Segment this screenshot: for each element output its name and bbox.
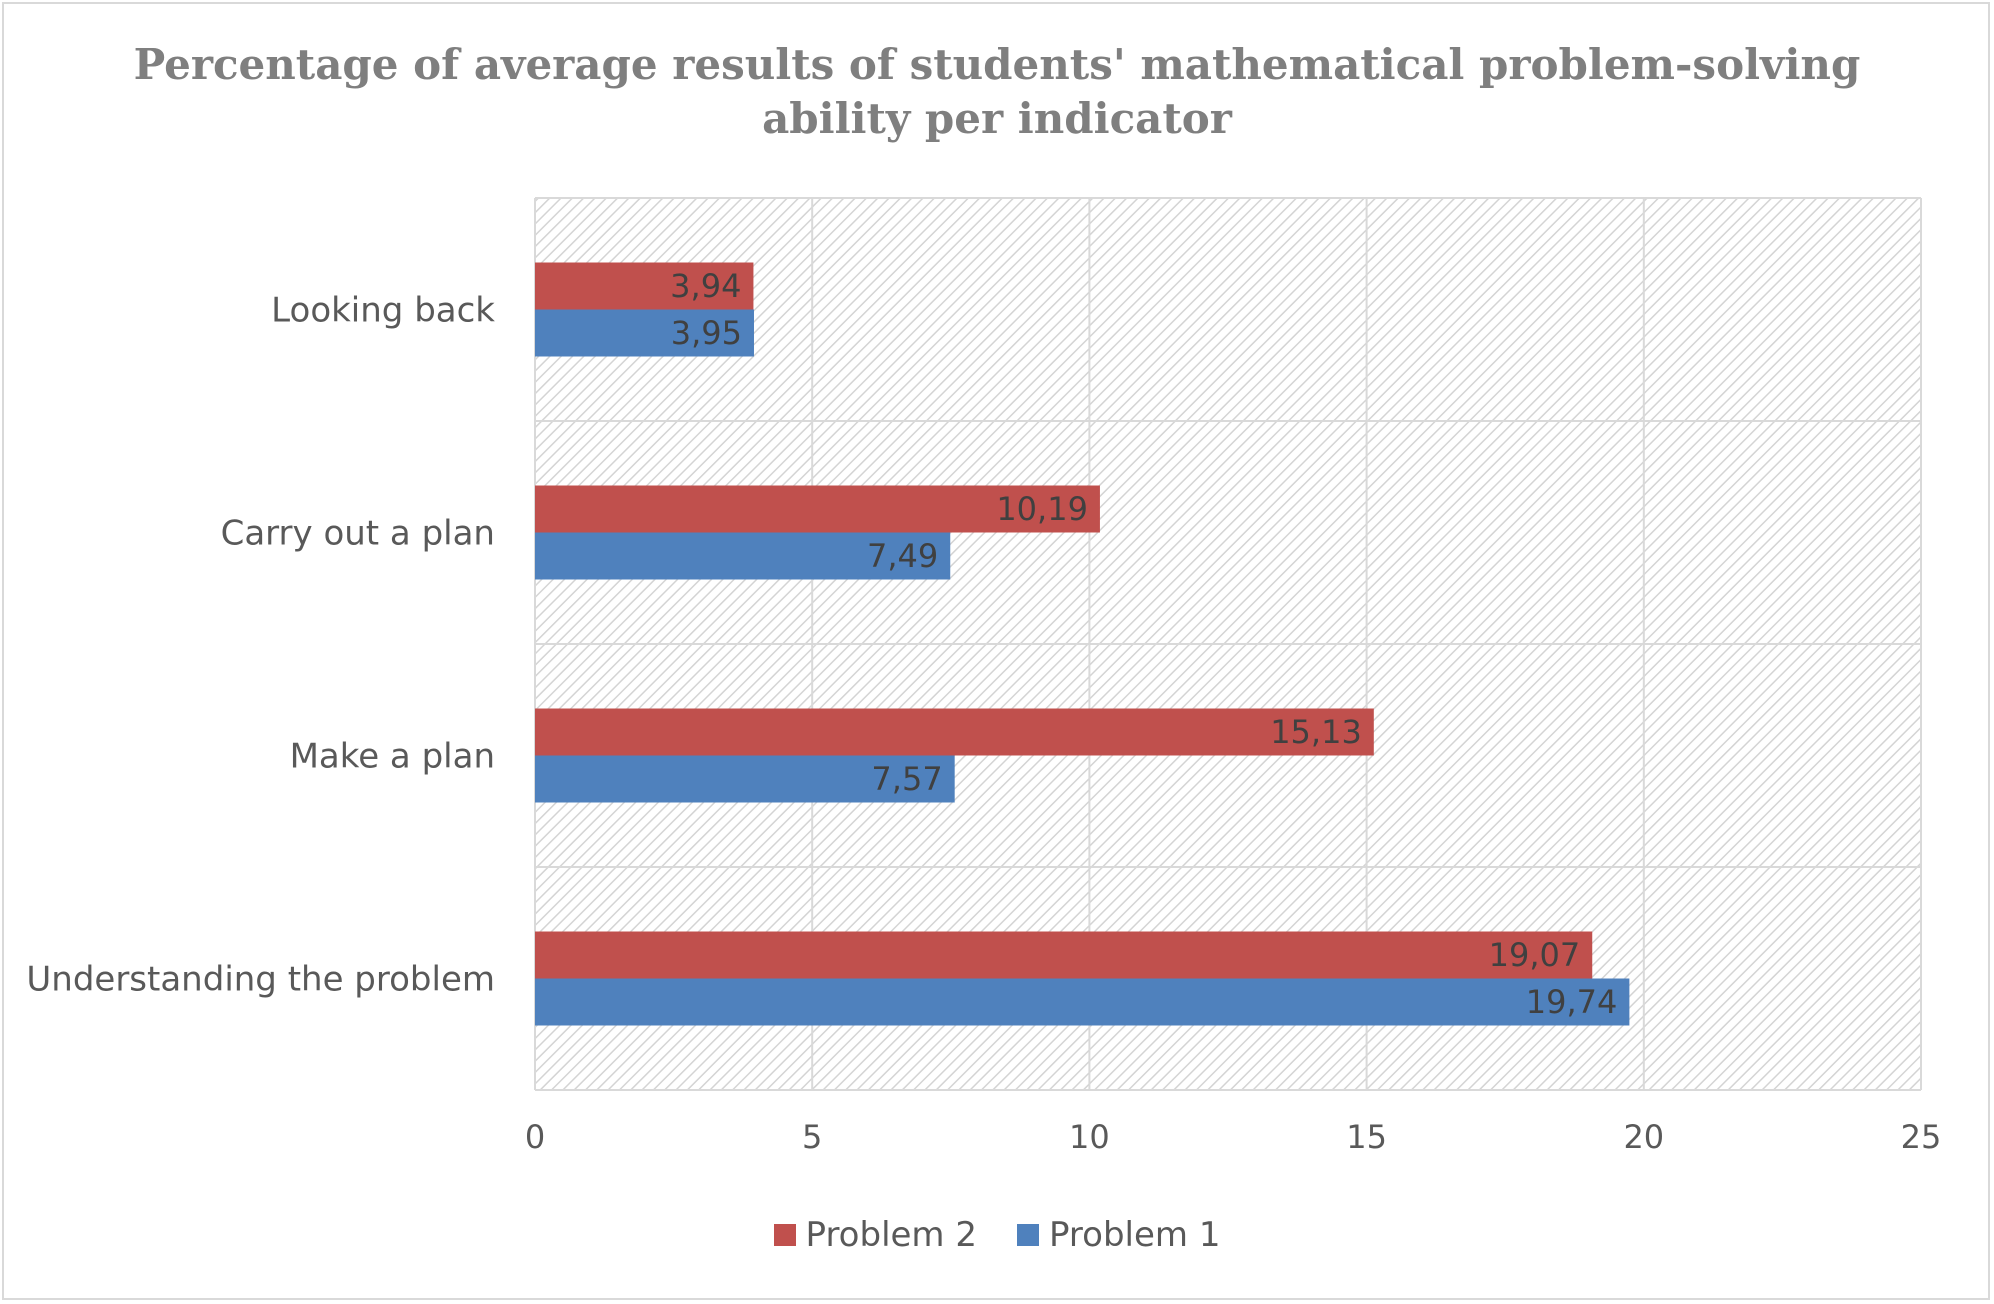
bar <box>535 485 1100 533</box>
chart-title-line-2: ability per indicator <box>762 94 1232 143</box>
category-label: Make a plan <box>290 737 495 777</box>
data-label: 7,57 <box>871 760 942 798</box>
legend-item: Problem 2 <box>773 1215 977 1255</box>
data-label: 10,19 <box>996 490 1088 528</box>
data-label: 7,49 <box>867 537 938 575</box>
data-label: 3,94 <box>670 267 741 305</box>
chart-title: Percentage of average results of student… <box>0 38 1994 146</box>
bar <box>535 708 1374 756</box>
data-label: 15,13 <box>1270 713 1362 751</box>
x-tick-label: 25 <box>1901 1118 1942 1156</box>
chart-legend: Problem 2 Problem 1 <box>0 1215 1994 1255</box>
legend-swatch <box>1017 1224 1039 1246</box>
data-label: 3,95 <box>671 314 742 352</box>
x-tick-label: 10 <box>1069 1118 1110 1156</box>
bar <box>535 978 1630 1026</box>
legend-label: Problem 1 <box>1049 1215 1221 1255</box>
bar <box>535 532 951 580</box>
bar <box>535 309 754 357</box>
category-label: Looking back <box>271 291 495 331</box>
x-tick-label: 20 <box>1623 1118 1664 1156</box>
x-tick-label: 0 <box>525 1118 545 1156</box>
bar <box>535 931 1593 979</box>
x-tick-label: 15 <box>1346 1118 1387 1156</box>
legend-label: Problem 2 <box>805 1215 977 1255</box>
x-tick-label: 5 <box>802 1118 822 1156</box>
bar <box>535 262 754 310</box>
data-label: 19,07 <box>1489 936 1581 974</box>
category-label: Carry out a plan <box>221 514 495 554</box>
chart-title-line-1: Percentage of average results of student… <box>133 40 1861 89</box>
data-label: 19,74 <box>1526 983 1618 1021</box>
legend-item: Problem 1 <box>1017 1215 1220 1255</box>
category-label: Understanding the problem <box>26 960 495 1000</box>
bar <box>535 755 955 803</box>
legend-swatch <box>773 1224 796 1246</box>
